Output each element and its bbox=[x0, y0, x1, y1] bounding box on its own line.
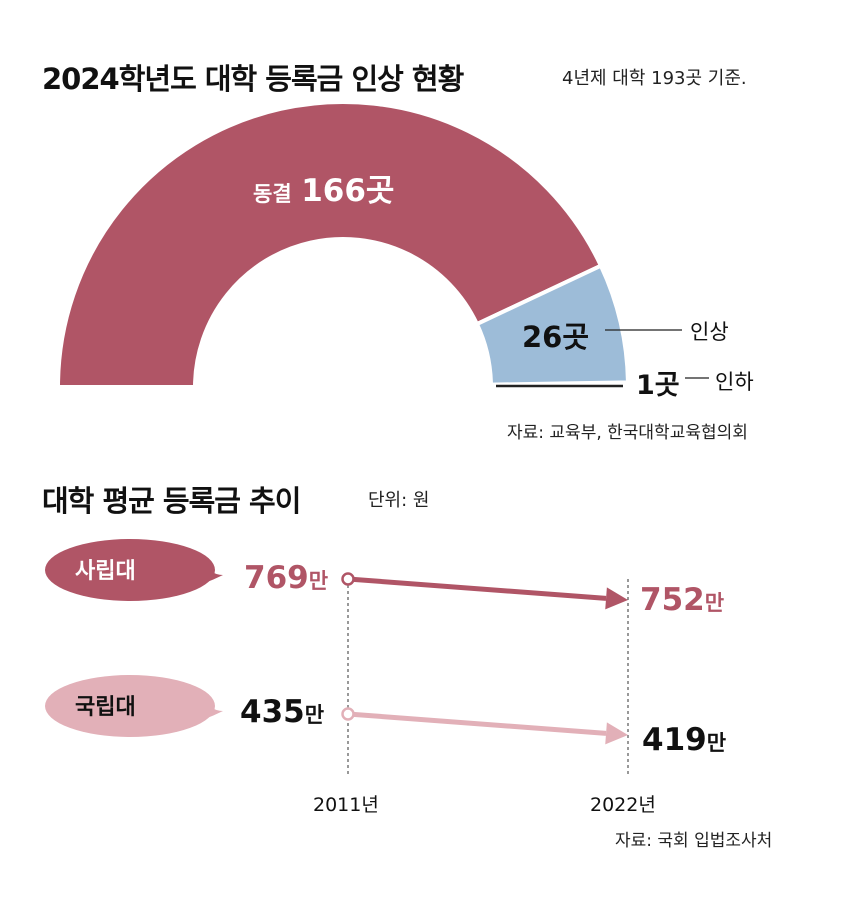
slice-0 bbox=[55, 100, 604, 389]
series-line-0 bbox=[347, 576, 607, 601]
value: 752 bbox=[640, 582, 705, 618]
donut-source: 자료: 교육부, 한국대학교육협의회 bbox=[507, 423, 748, 443]
arrowhead-0 bbox=[605, 587, 628, 610]
national-2011-label: 435만 bbox=[240, 694, 324, 730]
series-bubble-1 bbox=[45, 675, 215, 737]
x-tick-2022: 2022년 bbox=[590, 794, 656, 816]
slice-name-freeze: 동결 bbox=[253, 182, 292, 206]
private-2022-label: 752만 bbox=[640, 582, 724, 618]
slice-1 bbox=[474, 263, 630, 387]
national-2022-label: 419만 bbox=[642, 722, 726, 758]
slice-value-freeze: 166곳 bbox=[301, 173, 395, 209]
line-source: 자료: 국회 입법조사처 bbox=[615, 831, 773, 851]
start-point-0 bbox=[341, 572, 355, 586]
start-point-1 bbox=[341, 707, 355, 721]
series-bubble-0 bbox=[45, 539, 215, 601]
unit-suffix: 만 bbox=[304, 703, 325, 727]
slice-value-cut: 1곳 bbox=[636, 370, 680, 401]
x-tick-2011: 2011년 bbox=[313, 794, 379, 816]
value: 769 bbox=[244, 560, 309, 596]
arrowhead-1 bbox=[605, 722, 628, 745]
value: 435 bbox=[240, 694, 305, 730]
value: 419 bbox=[642, 722, 707, 758]
slice-label-cut: 인하 bbox=[715, 370, 754, 394]
slice-value-raise: 26곳 bbox=[522, 320, 590, 354]
unit-suffix: 만 bbox=[308, 569, 329, 593]
slice-label-raise: 인상 bbox=[690, 320, 729, 344]
line-title: 대학 평균 등록금 추이 bbox=[42, 484, 301, 518]
donut-subtitle: 4년제 대학 193곳 기준. bbox=[562, 68, 747, 89]
private-2011-label: 769만 bbox=[244, 560, 328, 596]
series-line-1 bbox=[347, 711, 607, 736]
unit-suffix: 만 bbox=[704, 591, 725, 615]
series-badge-national: 국립대 bbox=[75, 695, 136, 720]
unit-suffix: 만 bbox=[706, 731, 727, 755]
donut-title: 2024학년도 대학 등록금 인상 현황 bbox=[42, 62, 464, 96]
slice-label-freeze: 동결 166곳 bbox=[253, 165, 394, 210]
line-unit: 단위: 원 bbox=[368, 490, 430, 511]
series-badge-private: 사립대 bbox=[75, 559, 136, 584]
